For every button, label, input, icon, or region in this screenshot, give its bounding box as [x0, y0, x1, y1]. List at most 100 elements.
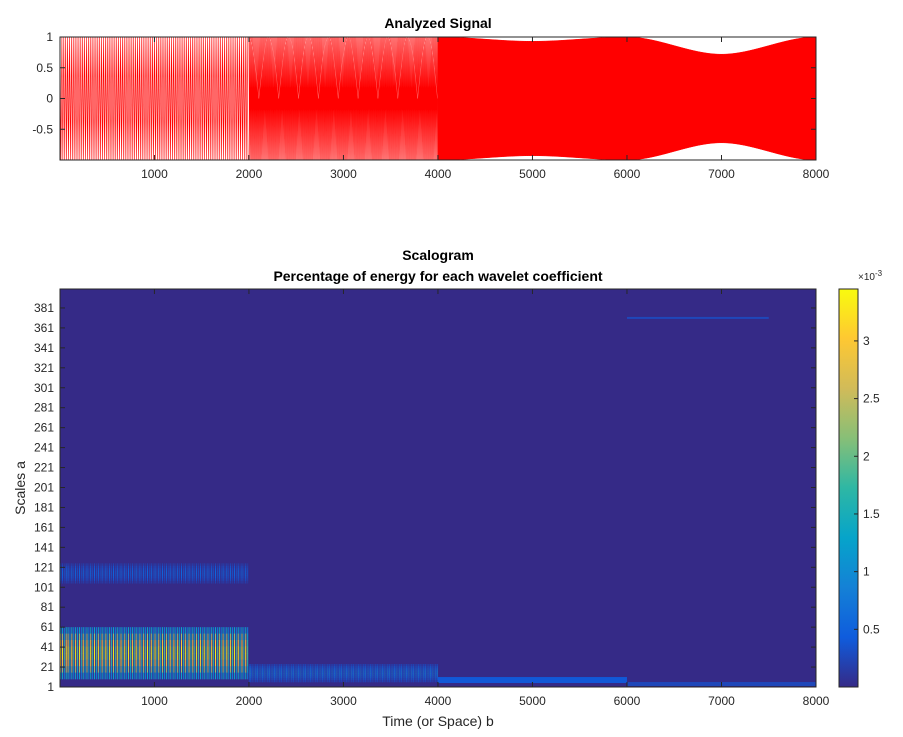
- energy-cell: [120, 659, 122, 667]
- energy-cell: [107, 627, 109, 634]
- energy-cell: [112, 640, 114, 647]
- energy-cell: [211, 627, 213, 634]
- energy-cell: [133, 666, 135, 673]
- energy-cell: [203, 672, 205, 680]
- energy-cell: [77, 666, 79, 673]
- energy-cell: [287, 664, 288, 667]
- energy-cell: [194, 646, 196, 654]
- energy-cell: [358, 670, 359, 674]
- energy-cell: [308, 675, 310, 678]
- colorbar-tick-label: 1: [863, 565, 870, 579]
- energy-cell: [73, 627, 75, 634]
- energy-cell: [413, 664, 414, 667]
- energy-cell: [73, 646, 75, 654]
- energy-cell: [109, 653, 111, 660]
- energy-cell: [199, 672, 201, 680]
- energy-cell: [233, 653, 235, 660]
- energy-cell: [330, 677, 332, 681]
- energy-cell: [71, 578, 73, 582]
- energy-cell: [284, 670, 286, 674]
- energy-cell: [329, 668, 330, 672]
- energy-cell: [349, 670, 351, 674]
- energy-cell: [218, 580, 220, 584]
- energy-cell: [120, 575, 122, 579]
- energy-cell: [226, 563, 228, 567]
- energy-cell: [305, 670, 306, 674]
- energy-cell: [268, 675, 269, 678]
- energy-cell: [131, 653, 133, 660]
- energy-cell: [150, 653, 152, 660]
- energy-cell: [270, 666, 272, 669]
- energy-cell: [272, 664, 274, 667]
- energy-cell: [133, 580, 135, 584]
- energy-cell: [394, 664, 395, 667]
- energy-cell: [268, 666, 269, 669]
- energy-cell: [133, 653, 135, 660]
- energy-cell: [141, 568, 143, 572]
- energy-cell: [84, 568, 86, 572]
- energy-cell: [112, 580, 114, 584]
- energy-cell: [239, 653, 241, 660]
- energy-cell: [371, 677, 372, 681]
- energy-cell: [173, 570, 175, 574]
- energy-cell: [302, 677, 304, 681]
- energy-cell: [143, 580, 145, 584]
- energy-cell: [196, 646, 198, 654]
- energy-cell: [77, 580, 79, 584]
- energy-cell: [188, 640, 190, 647]
- energy-cell: [322, 673, 323, 676]
- energy-cell: [322, 664, 323, 667]
- energy-cell: [397, 679, 399, 683]
- energy-cell: [257, 670, 258, 674]
- scalogram-y-tick-label: 101: [34, 580, 54, 594]
- energy-cell: [280, 679, 281, 683]
- energy-cell: [131, 646, 133, 654]
- energy-cell: [209, 573, 211, 577]
- energy-cell: [427, 668, 429, 672]
- energy-cell: [94, 633, 96, 641]
- energy-cell: [90, 672, 92, 680]
- energy-cell: [391, 668, 393, 672]
- energy-cell: [328, 673, 329, 676]
- energy-cell: [179, 640, 181, 647]
- energy-cell: [158, 672, 160, 680]
- energy-cell: [269, 677, 270, 681]
- energy-cell: [80, 646, 82, 654]
- energy-cell: [207, 573, 209, 577]
- energy-cell: [367, 673, 369, 676]
- energy-cell: [75, 633, 77, 641]
- energy-cell: [425, 673, 426, 676]
- energy-cell: [296, 673, 298, 676]
- energy-cell: [101, 627, 103, 634]
- energy-cell: [169, 563, 171, 567]
- energy-cell: [152, 565, 154, 569]
- energy-cell: [398, 670, 400, 674]
- energy-cell: [192, 565, 194, 569]
- energy-cell: [275, 666, 276, 669]
- energy-cell: [395, 675, 396, 678]
- energy-cell: [401, 679, 402, 683]
- energy-cell: [224, 573, 226, 577]
- energy-cell: [335, 677, 336, 681]
- energy-cell: [395, 679, 396, 683]
- energy-cell: [122, 666, 124, 673]
- energy-cell: [77, 568, 79, 572]
- energy-cell: [75, 646, 77, 654]
- energy-cell: [292, 668, 293, 672]
- energy-cell: [391, 666, 393, 669]
- energy-cell: [320, 664, 322, 667]
- energy-cell: [360, 666, 362, 669]
- energy-cell: [80, 563, 82, 567]
- energy-cell: [152, 646, 154, 654]
- energy-cell: [401, 673, 402, 676]
- energy-cell: [69, 568, 71, 572]
- energy-cell: [97, 627, 99, 634]
- energy-cell: [320, 675, 322, 678]
- energy-cell: [366, 677, 368, 681]
- energy-cell: [101, 580, 103, 584]
- energy-cell: [105, 570, 107, 574]
- energy-cell: [184, 575, 186, 579]
- energy-cell: [145, 570, 147, 574]
- energy-cell: [374, 677, 376, 681]
- signal-x-tick-label: 4000: [425, 167, 452, 181]
